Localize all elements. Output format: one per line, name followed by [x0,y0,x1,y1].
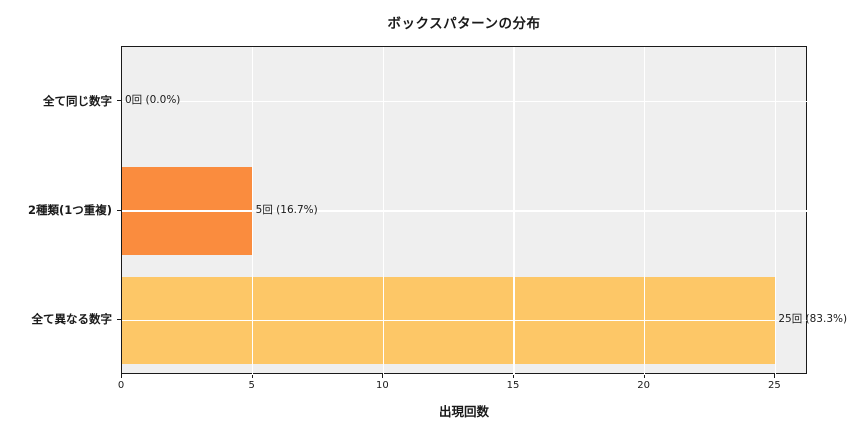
y-tick-label-0: 全て同じ数字 [43,93,112,108]
x-tick-label-20: 20 [637,380,651,391]
chart-title: ボックスパターンの分布 [387,16,541,32]
y-tick-mark-0 [117,100,121,102]
plot-area [121,46,808,375]
x-tick-label-0: 0 [117,380,125,391]
gridline-y-2 [122,319,808,322]
bar-annotation-0: 0回 (0.0%) [125,94,181,107]
x-tick-label-10: 10 [375,380,389,391]
gridline-y-0 [122,100,808,103]
y-tick-label-1: 2種類(1つ重複) [27,203,112,217]
x-tick-mark-5 [251,374,253,378]
bar-annotation-1: 5回 (16.7%) [255,203,318,216]
gridline-y-1 [122,210,808,212]
x-tick-mark-20 [643,374,645,378]
x-tick-label-15: 15 [506,380,520,391]
x-tick-mark-25 [774,374,776,378]
y-tick-mark-1 [117,209,121,211]
bar-annotation-2: 25回 (83.3%) [778,312,848,325]
x-tick-mark-0 [121,374,122,378]
x-axis-label: 出現回数 [438,404,489,419]
y-tick-label-2: 全て異なる数字 [31,312,113,327]
x-tick-mark-15 [513,374,514,378]
y-tick-mark-2 [117,318,121,320]
x-tick-mark-10 [382,374,384,378]
x-tick-label-5: 5 [248,380,255,391]
x-tick-label-25: 25 [767,380,781,391]
